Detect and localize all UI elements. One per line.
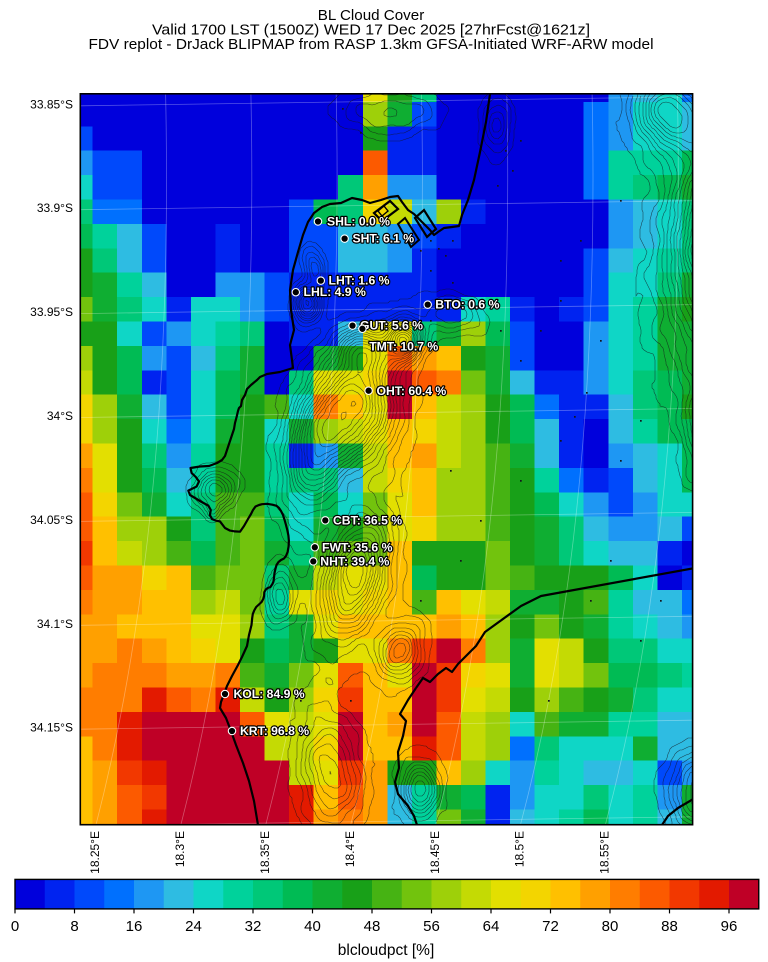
- svg-text:18.4°E: 18.4°E: [343, 831, 357, 867]
- svg-text:blcloudpct [%]: blcloudpct [%]: [338, 942, 435, 959]
- svg-text:18.3°E: 18.3°E: [173, 831, 187, 867]
- svg-text:33.85°S: 33.85°S: [30, 97, 73, 111]
- svg-text:FDV replot - DrJack BLIPMAP fr: FDV replot - DrJack BLIPMAP from RASP 1.…: [89, 37, 654, 53]
- svg-text:34.05°S: 34.05°S: [30, 513, 73, 527]
- svg-text:SHL: 0.0 %: SHL: 0.0 %: [327, 215, 390, 229]
- svg-text:NHT: 39.4 %: NHT: 39.4 %: [320, 554, 389, 568]
- svg-text:80: 80: [602, 918, 619, 935]
- svg-text:33.95°S: 33.95°S: [30, 305, 73, 319]
- svg-text:SHT: 6.1 %: SHT: 6.1 %: [353, 232, 415, 246]
- svg-text:FWT: 35.6 %: FWT: 35.6 %: [322, 540, 393, 554]
- svg-text:18.55°E: 18.55°E: [598, 831, 612, 874]
- svg-text:34°S: 34°S: [47, 409, 73, 423]
- svg-text:18.25°E: 18.25°E: [88, 831, 102, 874]
- svg-text:KOL: 84.9 %: KOL: 84.9 %: [234, 687, 305, 701]
- svg-text:OHT: 60.4 %: OHT: 60.4 %: [377, 384, 447, 398]
- svg-text:8: 8: [70, 918, 78, 935]
- svg-text:18.5°E: 18.5°E: [513, 831, 527, 867]
- svg-text:40: 40: [304, 918, 321, 935]
- svg-text:96: 96: [721, 918, 738, 935]
- svg-text:LHL: 4.9 %: LHL: 4.9 %: [304, 285, 366, 299]
- svg-text:Valid 1700 LST (1500Z) WED 17: Valid 1700 LST (1500Z) WED 17 Dec 2025 […: [152, 23, 590, 39]
- svg-text:16: 16: [126, 918, 143, 935]
- svg-text:56: 56: [423, 918, 440, 935]
- svg-text:BL Cloud Cover: BL Cloud Cover: [318, 8, 425, 24]
- svg-text:KRT: 96.8 %: KRT: 96.8 %: [240, 724, 309, 738]
- svg-text:33.9°S: 33.9°S: [37, 201, 73, 215]
- svg-text:TMT: 10.7 %: TMT: 10.7 %: [369, 339, 438, 353]
- svg-text:18.45°E: 18.45°E: [428, 831, 442, 874]
- svg-text:0: 0: [11, 918, 19, 935]
- svg-text:34.15°S: 34.15°S: [30, 721, 73, 735]
- svg-text:GUT: 5.6 %: GUT: 5.6 %: [360, 319, 423, 333]
- svg-text:48: 48: [364, 918, 381, 935]
- svg-text:CBT: 36.5 %: CBT: 36.5 %: [333, 514, 402, 528]
- svg-text:24: 24: [185, 918, 202, 935]
- svg-text:64: 64: [483, 918, 500, 935]
- svg-text:72: 72: [542, 918, 559, 935]
- svg-text:18.35°E: 18.35°E: [258, 831, 272, 874]
- svg-text:32: 32: [245, 918, 262, 935]
- svg-text:BTO: 0.6 %: BTO: 0.6 %: [435, 298, 499, 312]
- svg-text:LHT: 1.6 %: LHT: 1.6 %: [329, 274, 390, 288]
- svg-text:88: 88: [661, 918, 678, 935]
- svg-text:34.1°S: 34.1°S: [37, 617, 73, 631]
